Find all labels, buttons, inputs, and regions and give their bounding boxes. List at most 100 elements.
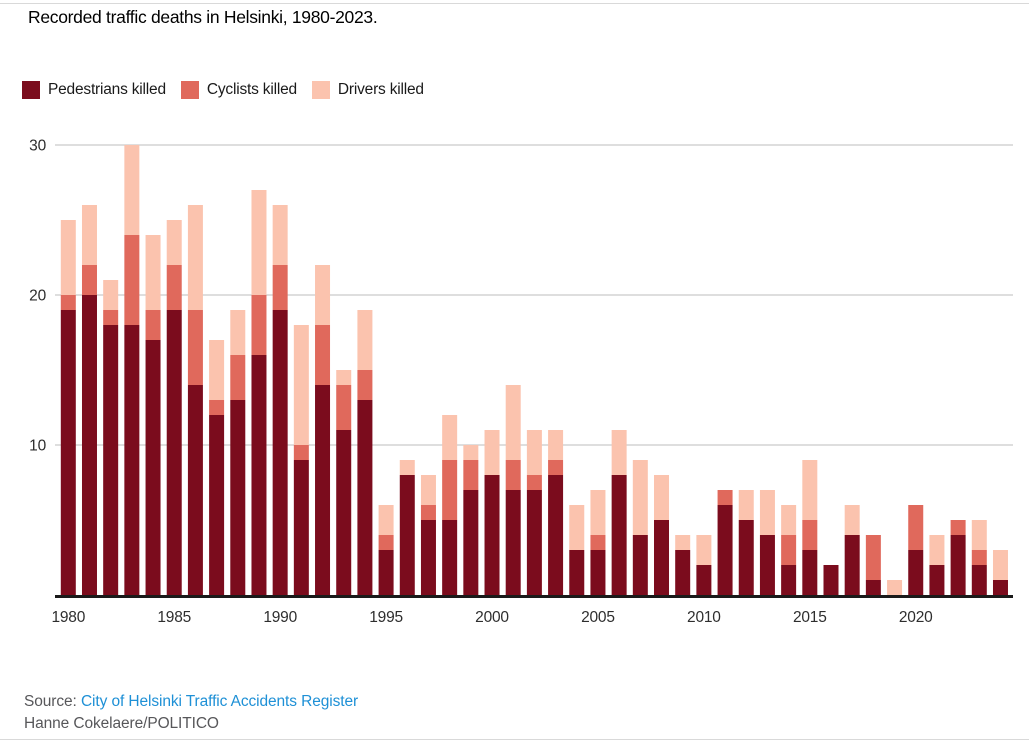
- bar-segment[interactable]: [950, 535, 966, 595]
- bar-segment[interactable]: [738, 520, 754, 595]
- bar-segment[interactable]: [60, 220, 76, 295]
- bar-segment[interactable]: [484, 475, 500, 595]
- bar-segment[interactable]: [971, 565, 987, 595]
- bar-segment[interactable]: [759, 535, 775, 595]
- bar-segment[interactable]: [378, 535, 394, 550]
- bar-segment[interactable]: [230, 355, 246, 400]
- bar-segment[interactable]: [399, 460, 415, 475]
- bar-segment[interactable]: [60, 310, 76, 595]
- bar-segment[interactable]: [569, 550, 585, 595]
- bar-segment[interactable]: [166, 310, 182, 595]
- bar-segment[interactable]: [145, 340, 161, 595]
- bar-segment[interactable]: [632, 535, 648, 595]
- bar-segment[interactable]: [505, 490, 521, 595]
- bar-segment[interactable]: [209, 415, 225, 595]
- bar-segment[interactable]: [675, 550, 691, 595]
- bar-segment[interactable]: [315, 325, 331, 385]
- bar-segment[interactable]: [823, 565, 839, 595]
- bar-segment[interactable]: [590, 490, 606, 535]
- bar-segment[interactable]: [717, 505, 733, 595]
- bar-segment[interactable]: [929, 535, 945, 565]
- bar-segment[interactable]: [526, 490, 542, 595]
- bar-segment[interactable]: [696, 535, 712, 565]
- bar-segment[interactable]: [590, 535, 606, 550]
- bar-segment[interactable]: [166, 265, 182, 310]
- bar-segment[interactable]: [103, 325, 119, 595]
- bar-segment[interactable]: [81, 205, 97, 265]
- bar-segment[interactable]: [103, 280, 119, 310]
- bar-segment[interactable]: [548, 430, 564, 460]
- bar-segment[interactable]: [336, 430, 352, 595]
- bar-segment[interactable]: [420, 505, 436, 520]
- bar-segment[interactable]: [505, 460, 521, 490]
- bar-segment[interactable]: [654, 520, 670, 595]
- bar-segment[interactable]: [929, 565, 945, 595]
- bar-segment[interactable]: [60, 295, 76, 310]
- bar-segment[interactable]: [548, 460, 564, 475]
- bar-segment[interactable]: [293, 325, 309, 445]
- bar-segment[interactable]: [187, 385, 203, 595]
- bar-segment[interactable]: [399, 475, 415, 595]
- bar-segment[interactable]: [230, 400, 246, 595]
- bar-segment[interactable]: [315, 265, 331, 325]
- bar-segment[interactable]: [251, 295, 267, 355]
- bar-segment[interactable]: [166, 220, 182, 265]
- bar-segment[interactable]: [145, 310, 161, 340]
- bar-segment[interactable]: [717, 490, 733, 505]
- bar-segment[interactable]: [420, 520, 436, 595]
- bar-segment[interactable]: [802, 550, 818, 595]
- bar-segment[interactable]: [442, 520, 458, 595]
- bar-segment[interactable]: [124, 325, 140, 595]
- bar-segment[interactable]: [738, 490, 754, 520]
- bar-segment[interactable]: [442, 415, 458, 460]
- bar-segment[interactable]: [781, 565, 797, 595]
- bar-segment[interactable]: [675, 535, 691, 550]
- bar-segment[interactable]: [505, 385, 521, 460]
- bar-segment[interactable]: [950, 520, 966, 535]
- bar-segment[interactable]: [272, 205, 288, 265]
- bar-segment[interactable]: [315, 385, 331, 595]
- bar-segment[interactable]: [378, 505, 394, 535]
- bar-segment[interactable]: [844, 505, 860, 535]
- bar-segment[interactable]: [293, 460, 309, 595]
- bar-segment[interactable]: [272, 265, 288, 310]
- bar-segment[interactable]: [81, 295, 97, 595]
- bar-segment[interactable]: [209, 400, 225, 415]
- bar-segment[interactable]: [802, 460, 818, 520]
- bar-segment[interactable]: [272, 310, 288, 595]
- bar-segment[interactable]: [971, 550, 987, 565]
- bar-segment[interactable]: [526, 475, 542, 490]
- bar-segment[interactable]: [696, 565, 712, 595]
- bar-segment[interactable]: [802, 520, 818, 550]
- source-link[interactable]: City of Helsinki Traffic Accidents Regis…: [80, 693, 359, 710]
- bar-segment[interactable]: [992, 580, 1008, 595]
- bar-segment[interactable]: [908, 505, 924, 550]
- bar-segment[interactable]: [357, 370, 373, 400]
- bar-segment[interactable]: [887, 580, 903, 595]
- bar-segment[interactable]: [293, 445, 309, 460]
- bar-segment[interactable]: [971, 520, 987, 550]
- bar-segment[interactable]: [378, 550, 394, 595]
- bar-segment[interactable]: [357, 400, 373, 595]
- bar-segment[interactable]: [484, 430, 500, 475]
- bar-segment[interactable]: [654, 475, 670, 520]
- bar-segment[interactable]: [463, 490, 479, 595]
- bar-segment[interactable]: [632, 460, 648, 535]
- bar-segment[interactable]: [611, 430, 627, 475]
- bar-segment[interactable]: [569, 505, 585, 550]
- bar-segment[interactable]: [781, 505, 797, 535]
- bar-segment[interactable]: [759, 490, 775, 535]
- bar-segment[interactable]: [781, 535, 797, 565]
- bar-segment[interactable]: [865, 535, 881, 580]
- bar-segment[interactable]: [548, 475, 564, 595]
- bar-segment[interactable]: [251, 355, 267, 595]
- bar-segment[interactable]: [463, 460, 479, 490]
- bar-segment[interactable]: [992, 550, 1008, 580]
- bar-segment[interactable]: [336, 385, 352, 430]
- bar-segment[interactable]: [251, 190, 267, 295]
- bar-segment[interactable]: [526, 430, 542, 475]
- bar-segment[interactable]: [590, 550, 606, 595]
- bar-segment[interactable]: [187, 205, 203, 310]
- bar-segment[interactable]: [463, 445, 479, 460]
- bar-segment[interactable]: [187, 310, 203, 385]
